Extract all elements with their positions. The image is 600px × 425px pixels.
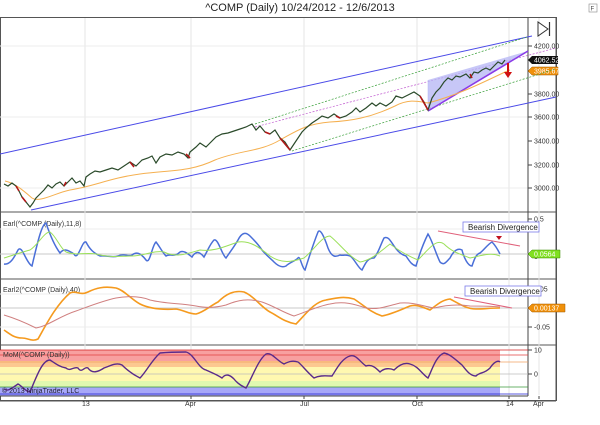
svg-text:Apr: Apr [185,401,197,408]
earl2-line [3,286,501,341]
x-axis: 13 Apr Jul Oct 14 Apr [82,396,545,408]
vertical-gridlines [84,18,540,395]
svg-text:10: 10 [534,348,542,355]
earl1-value-label: 0.0564 [534,252,556,259]
channel-lower-line[interactable] [30,96,557,211]
svg-text:13: 13 [82,401,90,408]
earl2-value-marker [527,303,566,313]
earl2-panel: Earl2(^COMP (Daily),40) 0.05 -0.05 Beari… [0,279,566,345]
price-panel: 4200.00 3800.00 3600.00 3400.00 3200.00 … [0,18,559,212]
svg-text:3400.00: 3400.00 [534,139,559,146]
svg-text:4200.00: 4200.00 [534,44,559,51]
svg-text:Oct: Oct [412,401,423,408]
price-axis: 4200.00 3800.00 3600.00 3400.00 3200.00 … [528,44,559,193]
bearish-arrow-icon [504,63,512,78]
moving-average-line [4,69,511,200]
svg-text:-0.05: -0.05 [534,325,550,332]
mom-label: MoM(^COMP (Daily)) [3,352,70,359]
earl1-label: Earl(^COMP (Daily),11,8) [3,221,81,228]
price-series [3,59,506,208]
svg-text:F: F [591,7,595,13]
earl2-label: Earl2(^COMP (Daily),40) [3,287,80,294]
svg-text:Jul: Jul [300,401,309,408]
bearish-divergence-label-1[interactable] [462,221,540,233]
mom-line [3,351,501,393]
earl1-value-marker [527,249,561,259]
earl2-signal-line [3,296,501,329]
mom-panel: MoM(^COMP (Daily)) 10 0 © 2013 NinjaTrad… [0,345,542,396]
channel-upper-line[interactable] [0,35,533,155]
svg-text:3200.00: 3200.00 [534,163,559,170]
window-menu-button[interactable] [588,3,598,13]
earl1-fast-line [3,222,501,272]
svg-text:3800.00: 3800.00 [534,92,559,99]
earl1-divergence-line [437,230,521,247]
earl2-value-label: 0.00137 [534,306,559,313]
copyright-text: © 2013 NinjaTrader, LLC [2,387,79,395]
svg-text:Apr: Apr [533,401,545,408]
ma-value-marker [527,66,559,76]
svg-text:Bearish Divergence: Bearish Divergence [470,287,540,296]
chart-title: ^COMP (Daily) 10/24/2012 - 12/6/2013 [205,2,395,14]
svg-text:0.5: 0.5 [534,217,544,224]
svg-text:14: 14 [506,401,514,408]
divergence-marker-icon [496,236,502,240]
inner-channel-lower[interactable] [291,68,557,152]
last-price-label: 4062.52 [534,58,559,65]
svg-text:3000.00: 3000.00 [534,186,559,193]
earl1-signal-line [3,231,501,263]
svg-text:0: 0 [534,372,538,379]
last-price-marker [528,56,558,64]
svg-text:Bearish Divergence: Bearish Divergence [468,223,538,232]
svg-text:3600.00: 3600.00 [534,115,559,122]
bearish-divergence-label-2[interactable] [464,285,542,297]
scroll-to-end-icon[interactable] [537,21,551,37]
earl1-panel: Earl(^COMP (Daily),11,8) 0.5 0 Bearish D… [0,212,561,279]
